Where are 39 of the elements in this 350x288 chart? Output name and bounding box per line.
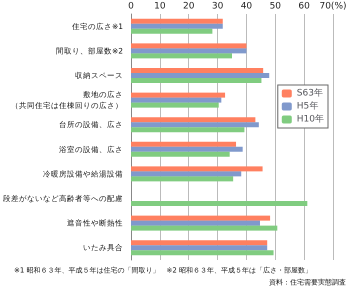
bar: [131, 122, 259, 128]
bar: [131, 152, 230, 157]
bar: [131, 127, 244, 132]
bar: [131, 176, 234, 182]
bar: [131, 226, 278, 231]
bar: [131, 68, 264, 73]
x-tick-label: 10: [154, 2, 166, 12]
x-tick-label: 20: [182, 2, 195, 12]
bar: [131, 73, 270, 78]
x-tick-label: 70(%): [319, 2, 347, 12]
x-tick-label: 0: [128, 2, 134, 12]
bar: [131, 117, 256, 122]
bar: [131, 24, 223, 29]
bar: [131, 78, 262, 83]
bar: [131, 201, 308, 206]
bar: [131, 92, 226, 98]
x-tick-label: 60: [298, 2, 310, 12]
bar: [131, 216, 270, 221]
legend-label: H10年: [296, 114, 324, 124]
bar: [131, 166, 263, 172]
bar: [131, 245, 268, 250]
x-tick-label: 40: [240, 2, 252, 12]
bar: [131, 240, 268, 246]
bar: [131, 171, 242, 176]
bar: [131, 102, 219, 108]
bar: [131, 146, 243, 152]
bar: [131, 220, 260, 226]
bar: [131, 98, 222, 103]
bar: [131, 48, 246, 54]
bar: [131, 43, 246, 48]
bar: [131, 250, 274, 256]
bar: [131, 53, 232, 58]
legend-label: H5年: [296, 100, 318, 112]
x-tick-label: 30: [212, 2, 224, 12]
x-tick-label: 50: [270, 2, 282, 12]
bar: [131, 18, 223, 24]
bar: [131, 142, 236, 147]
bar: [131, 28, 212, 34]
legend-label: S63年: [296, 88, 323, 98]
